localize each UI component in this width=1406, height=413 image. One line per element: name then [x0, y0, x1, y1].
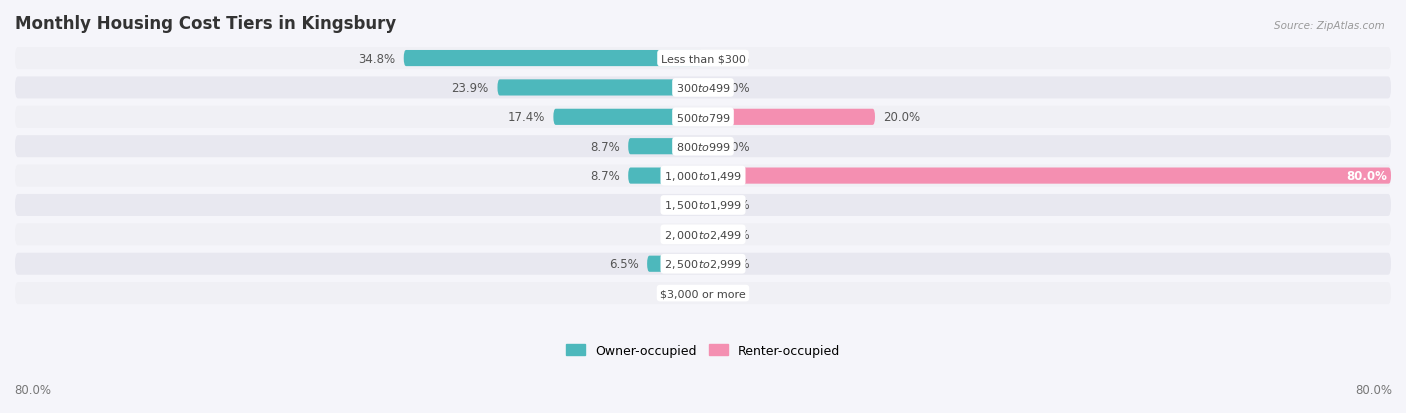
Text: Monthly Housing Cost Tiers in Kingsbury: Monthly Housing Cost Tiers in Kingsbury — [15, 15, 396, 33]
FancyBboxPatch shape — [15, 165, 1391, 187]
Text: $1,000 to $1,499: $1,000 to $1,499 — [664, 170, 742, 183]
Text: 0.0%: 0.0% — [720, 199, 749, 212]
FancyBboxPatch shape — [554, 109, 703, 126]
Text: $500 to $799: $500 to $799 — [675, 112, 731, 123]
FancyBboxPatch shape — [15, 136, 1391, 158]
Text: 0.0%: 0.0% — [720, 140, 749, 153]
Text: 6.5%: 6.5% — [609, 258, 638, 271]
FancyBboxPatch shape — [15, 48, 1391, 70]
Text: 80.0%: 80.0% — [1355, 384, 1392, 396]
Text: 23.9%: 23.9% — [451, 82, 489, 95]
Text: 0.0%: 0.0% — [720, 287, 749, 300]
FancyBboxPatch shape — [404, 51, 703, 67]
FancyBboxPatch shape — [15, 107, 1391, 128]
Text: Less than $300: Less than $300 — [661, 54, 745, 64]
Text: 0.0%: 0.0% — [720, 52, 749, 65]
Text: 34.8%: 34.8% — [359, 52, 395, 65]
FancyBboxPatch shape — [15, 77, 1391, 99]
Text: 0.0%: 0.0% — [665, 287, 695, 300]
Text: $300 to $499: $300 to $499 — [675, 82, 731, 94]
Text: 80.0%: 80.0% — [14, 384, 51, 396]
Legend: Owner-occupied, Renter-occupied: Owner-occupied, Renter-occupied — [561, 339, 845, 362]
FancyBboxPatch shape — [498, 80, 703, 96]
Text: 20.0%: 20.0% — [883, 111, 921, 124]
Text: 8.7%: 8.7% — [591, 170, 620, 183]
FancyBboxPatch shape — [628, 139, 703, 155]
FancyBboxPatch shape — [15, 282, 1391, 304]
Text: $3,000 or more: $3,000 or more — [661, 288, 745, 299]
Text: $2,000 to $2,499: $2,000 to $2,499 — [664, 228, 742, 241]
Text: 80.0%: 80.0% — [1346, 170, 1386, 183]
Text: 8.7%: 8.7% — [591, 140, 620, 153]
Text: 0.0%: 0.0% — [665, 228, 695, 241]
FancyBboxPatch shape — [15, 224, 1391, 246]
FancyBboxPatch shape — [647, 256, 703, 272]
FancyBboxPatch shape — [15, 195, 1391, 216]
Text: $2,500 to $2,999: $2,500 to $2,999 — [664, 258, 742, 271]
Text: 0.0%: 0.0% — [665, 199, 695, 212]
Text: $1,500 to $1,999: $1,500 to $1,999 — [664, 199, 742, 212]
Text: $800 to $999: $800 to $999 — [675, 141, 731, 153]
FancyBboxPatch shape — [703, 109, 875, 126]
FancyBboxPatch shape — [15, 253, 1391, 275]
Text: 17.4%: 17.4% — [508, 111, 544, 124]
FancyBboxPatch shape — [703, 168, 1391, 184]
Text: 0.0%: 0.0% — [720, 228, 749, 241]
FancyBboxPatch shape — [628, 168, 703, 184]
Text: 0.0%: 0.0% — [720, 258, 749, 271]
Text: Source: ZipAtlas.com: Source: ZipAtlas.com — [1274, 21, 1385, 31]
Text: 0.0%: 0.0% — [720, 82, 749, 95]
